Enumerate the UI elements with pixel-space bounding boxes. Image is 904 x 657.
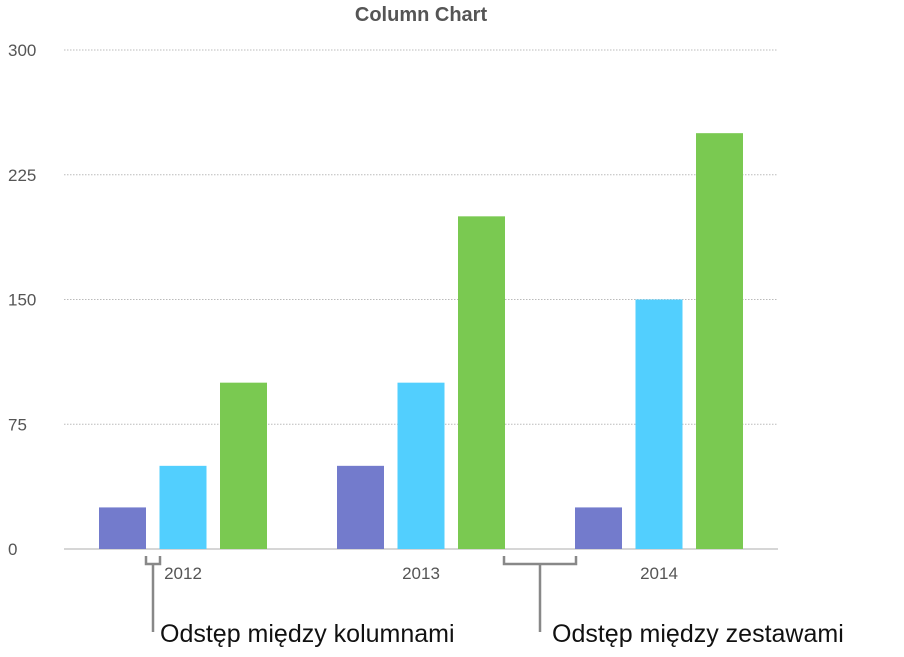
bar-2014-series-2 xyxy=(635,299,683,549)
annotation-set-gap-label: Odstęp między zestawami xyxy=(552,620,844,648)
y-tick-label: 0 xyxy=(8,540,17,559)
chart-title: Column Chart xyxy=(355,4,488,26)
x-tick-label: 2012 xyxy=(164,564,202,583)
annotation-set-gap: Odstęp między zestawami xyxy=(502,556,844,648)
bar-2013-series-3 xyxy=(458,216,505,550)
bar-2012-series-1 xyxy=(99,507,146,549)
y-tick-label: 300 xyxy=(8,41,36,60)
y-tick-label: 225 xyxy=(8,166,36,185)
bar-2012-series-3 xyxy=(220,382,267,549)
annotation-column-gap: Odstęp między kolumnami xyxy=(144,556,455,648)
y-tick-label: 150 xyxy=(8,291,36,310)
x-tick-label: 2014 xyxy=(640,564,678,583)
bar-2013-series-1 xyxy=(337,465,384,549)
x-tick-label: 2013 xyxy=(402,564,440,583)
bracket-set-gap xyxy=(502,556,578,632)
bracket-column-gap xyxy=(144,556,162,632)
annotation-column-gap-label: Odstęp między kolumnami xyxy=(160,620,455,648)
bar-2013-series-2 xyxy=(397,382,445,549)
bar-2012-series-2 xyxy=(159,465,207,549)
bar-2014-series-3 xyxy=(696,133,743,549)
bar-2014-series-1 xyxy=(575,507,622,549)
y-tick-label: 75 xyxy=(8,415,27,434)
